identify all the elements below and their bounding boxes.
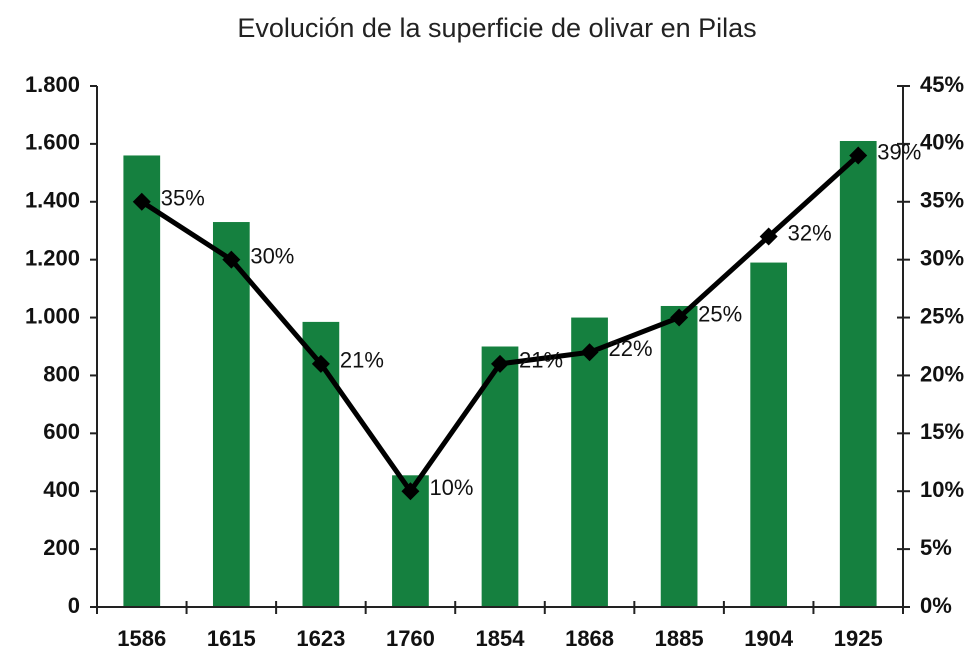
value-label: 39% (877, 139, 921, 164)
y2-tick-label: 45% (920, 72, 964, 97)
y2-tick-label: 10% (920, 477, 964, 502)
marker (670, 308, 689, 327)
y2-tick-label: 30% (920, 245, 964, 270)
bar (750, 262, 788, 607)
bar (571, 317, 608, 607)
value-label: 30% (250, 243, 294, 268)
marker (222, 250, 241, 269)
y-tick-label: 200 (43, 535, 80, 560)
x-tick-label: 1623 (296, 626, 345, 651)
y-tick-label: 600 (43, 419, 80, 444)
x-tick-label: 1904 (744, 626, 794, 651)
value-label: 22% (609, 336, 653, 361)
x-tick-label: 1586 (117, 626, 166, 651)
y-tick-label: 1.400 (25, 188, 80, 213)
x-tick-label: 1868 (565, 626, 614, 651)
value-label: 25% (698, 301, 742, 326)
y2-tick-label: 15% (920, 419, 964, 444)
x-tick-label: 1615 (207, 626, 256, 651)
x-tick-label: 1925 (834, 626, 883, 651)
y2-tick-label: 0% (920, 593, 952, 618)
y2-tick-label: 25% (920, 303, 964, 328)
marker (132, 192, 151, 211)
value-label: 21% (340, 348, 384, 373)
bar (212, 222, 250, 608)
y-tick-label: 1.000 (25, 303, 80, 328)
value-label: 21% (519, 348, 563, 373)
chart-title: Evolución de la superficie de olivar en … (237, 13, 756, 43)
y-tick-label: 1.600 (25, 130, 80, 155)
bar (481, 346, 519, 607)
value-label: 10% (429, 475, 473, 500)
x-tick-label: 1885 (655, 626, 704, 651)
y2-tick-label: 35% (920, 188, 964, 213)
marker (849, 146, 868, 165)
bar (123, 155, 161, 607)
marker (311, 354, 330, 373)
y-tick-label: 400 (43, 477, 80, 502)
marker (759, 227, 778, 246)
value-label: 35% (161, 186, 205, 211)
marker (491, 354, 509, 373)
value-label: 32% (788, 220, 832, 245)
x-tick-label: 1760 (386, 626, 435, 651)
marker (580, 343, 599, 362)
y-tick-label: 1.800 (25, 72, 80, 97)
y2-tick-label: 20% (920, 361, 964, 386)
bar (660, 305, 698, 607)
x-tick-label: 1854 (476, 626, 526, 651)
y-tick-label: 800 (43, 361, 80, 386)
y2-tick-label: 5% (920, 535, 952, 560)
marker (401, 482, 420, 501)
bar (839, 140, 877, 607)
y-tick-label: 1.200 (25, 245, 80, 270)
y2-tick-label: 40% (920, 130, 964, 155)
y-tick-label: 0 (68, 593, 80, 618)
